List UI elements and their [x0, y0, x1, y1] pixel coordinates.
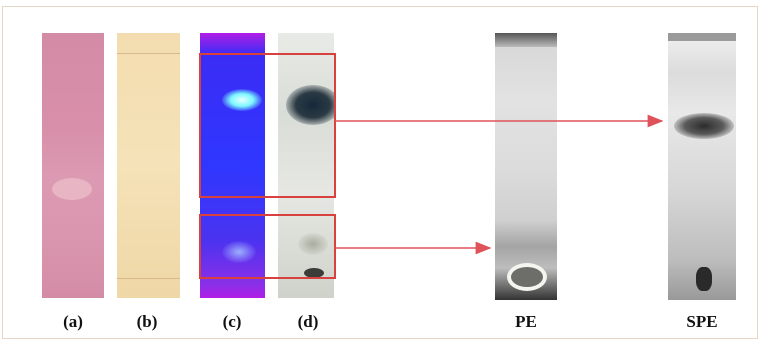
tlc-strip-spe: [668, 33, 736, 300]
label-d: (d): [297, 312, 319, 331]
label-pe: PE: [515, 312, 537, 331]
label-spe: SPE: [686, 312, 718, 331]
tlc-strip-d: [278, 33, 334, 298]
highlight-box-upper: [199, 53, 336, 198]
figure-frame: [2, 6, 758, 339]
tlc-strip-pe: [495, 33, 557, 300]
label-b: (b): [136, 312, 158, 331]
tlc-strip-c: [200, 33, 265, 298]
label-a: (a): [63, 312, 83, 331]
highlight-box-lower: [199, 214, 336, 279]
tlc-strip-b: [117, 33, 180, 298]
label-c: (c): [222, 312, 242, 331]
tlc-strip-a: [42, 33, 104, 298]
